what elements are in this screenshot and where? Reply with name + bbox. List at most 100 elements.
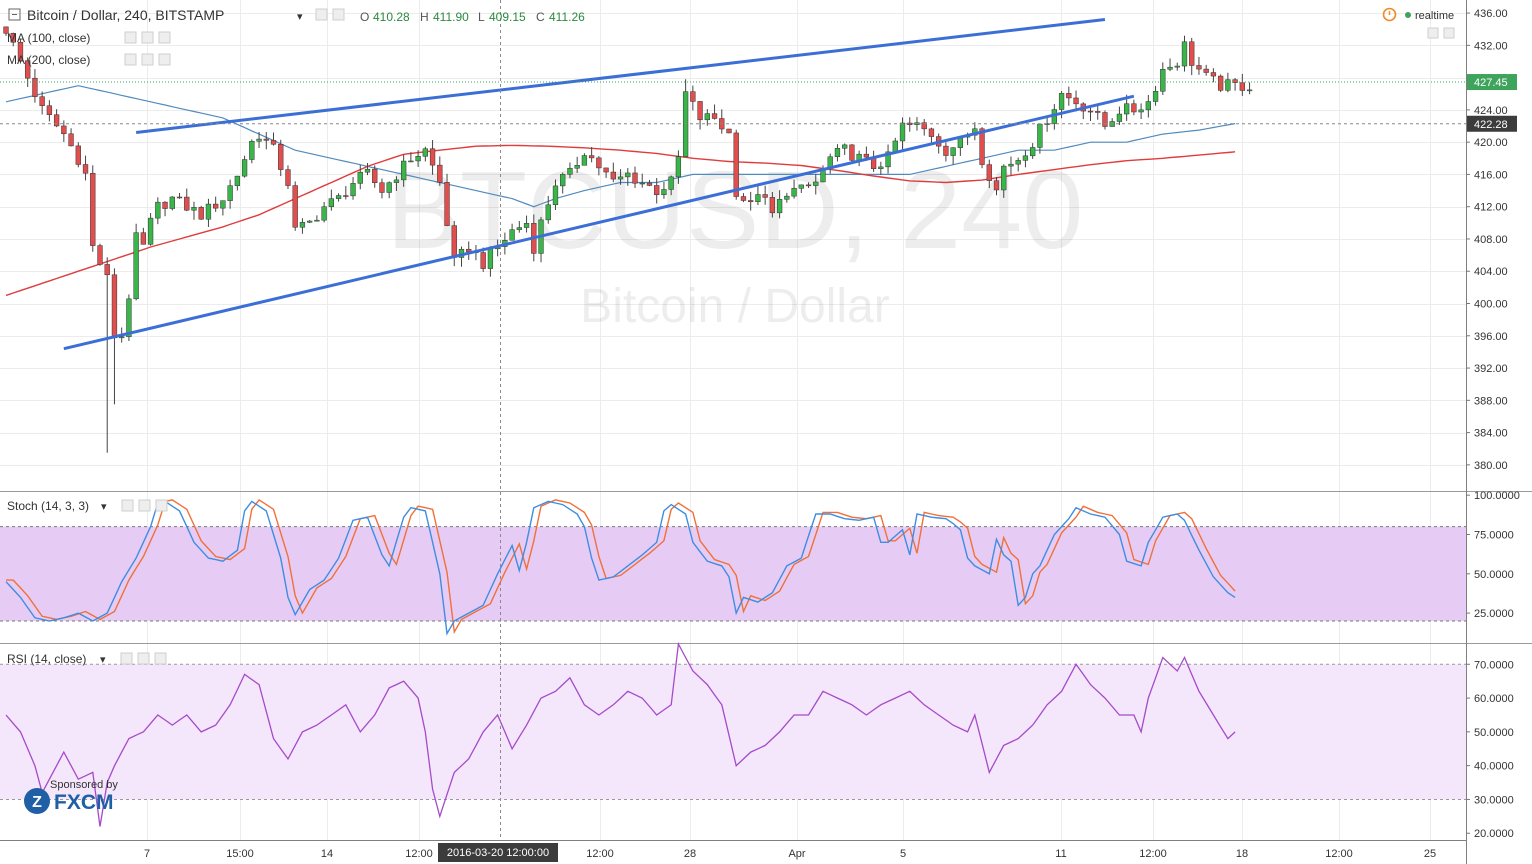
candle [791,179,797,199]
series-settings-icon[interactable] [332,8,345,21]
collapse-icon[interactable] [8,8,21,21]
upper-channel-line [135,18,1106,134]
candle-body [17,41,24,61]
candle [335,193,342,202]
candle-body [422,148,428,157]
low-value: 409.15 [489,10,526,24]
candle [878,161,884,175]
candle [46,100,53,122]
candle-body [892,140,898,153]
rsi-axis: 70.0000 60.0000 50.0000 40.0000 30.0000 20.00… [1466,659,1514,840]
price-axis[interactable]: 436.00432.00428.00424.00420.00416.00412.… [0,8,1517,472]
candle-body [140,232,147,245]
candle [661,181,667,199]
high-value: 411.90 [433,10,469,24]
candle [560,172,566,194]
candle-body [270,140,277,145]
candle-body [950,147,956,156]
candle-body [1138,109,1144,113]
rsi-close-icon[interactable] [154,652,167,665]
candle-body [61,125,67,135]
candle-body [184,196,190,211]
candle [697,101,703,130]
candle [408,152,414,163]
scale-lock-icon[interactable] [1427,27,1439,39]
open-value: 410.28 [373,10,410,24]
rsi-band [0,664,1466,800]
candle-body [401,160,407,181]
candle [552,179,559,211]
stoch-k-line [5,500,1236,636]
candle-body [625,172,631,178]
candle [184,188,190,212]
sponsor-logo[interactable]: Sponsored by Z FXCM [24,779,118,814]
ma-legend-settings-icon [141,53,154,66]
candle-body [574,165,580,169]
time-axis[interactable]: 7 15:00 14 12:00 12:00 28 Apr 5 11 12:00 18 12:00 25 [144,848,1436,860]
candle [1239,73,1245,96]
symbol-title[interactable]: Bitcoin / Dollar, 240, BITSTAMP [27,7,224,23]
candle [516,221,522,233]
stoch-lines [5,498,1236,636]
candle-body [1008,163,1014,167]
rsi-tick-label: 50.0000 [1474,727,1514,739]
candle-body [444,182,450,226]
crosshair-time-label: 2016-03-20 12:00:00 [447,847,549,859]
candle [567,162,573,179]
realtime-clock-icon[interactable] [1382,7,1397,22]
stoch-hide-icon[interactable] [121,499,134,512]
candle [205,198,212,227]
candle [1087,105,1094,122]
candle-body [885,151,891,168]
time-tick-label: 11 [1055,848,1066,860]
realtime-dot-icon [1405,12,1411,18]
rsi-settings-icon[interactable] [137,652,150,665]
oscillator-bands [0,526,1466,800]
candle [386,181,392,199]
price-tick-label: 392.00 [1474,363,1508,375]
candle-body [10,33,16,43]
candle [523,215,530,233]
candle [1066,86,1072,106]
candle-body [451,225,457,258]
candle-body [1145,101,1151,111]
rsi-path [5,641,1236,827]
candle [740,193,747,203]
candle [328,189,335,211]
candle [943,142,949,162]
rsi-tick-label: 20.0000 [1474,828,1514,840]
candle-body [97,245,103,265]
stoch-settings-icon[interactable] [138,499,151,512]
symbol-dropdown-icon[interactable]: ▾ [297,11,303,23]
candle [198,205,204,220]
rsi-tick-label: 70.0000 [1474,659,1514,671]
candle-body [704,113,710,121]
scale-auto-icon[interactable] [1443,27,1455,39]
high-label: H [420,10,429,24]
candle-body [3,26,9,34]
candle [610,162,616,183]
stoch-close-icon[interactable] [155,499,168,512]
stoch-tick-label: 25.0000 [1474,608,1514,620]
rsi-legend[interactable]: RSI (14, close) [7,652,86,666]
hide-series-icon[interactable] [315,8,328,21]
time-tick-label: 7 [144,848,150,860]
trend-channel[interactable] [63,18,1135,351]
candle-body [878,166,884,169]
stoch-legend[interactable]: Stoch (14, 3, 3) [7,499,89,513]
rsi-hide-icon[interactable] [120,652,133,665]
candle-body [1116,113,1123,122]
rsi-tick-label: 60.0000 [1474,693,1514,705]
stoch-dropdown-icon[interactable]: ▾ [101,501,107,513]
candle [32,69,38,103]
stoch-tick-label: 100.0000 [1474,490,1520,502]
candle [263,132,269,150]
candle-body [328,198,335,207]
candle [270,132,277,146]
candle [849,144,855,162]
rsi-dropdown-icon[interactable]: ▾ [100,654,106,666]
candle-body [690,91,696,102]
candle-body [697,101,703,121]
time-tick-label: 12:00 [586,848,614,860]
